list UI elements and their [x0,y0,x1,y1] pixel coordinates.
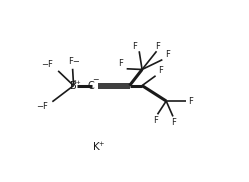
Text: B: B [70,81,77,91]
Text: C: C [87,81,94,91]
Text: F: F [158,66,163,75]
Text: −F: −F [41,60,53,70]
Text: F: F [188,96,193,106]
Text: F: F [154,116,158,125]
Text: F−: F− [68,57,79,66]
Text: F: F [132,41,137,51]
Text: F: F [172,118,176,127]
Text: K: K [93,142,100,152]
Text: F: F [118,59,123,68]
Text: F: F [165,50,170,59]
Text: +: + [98,141,104,147]
Text: −F: −F [36,102,48,111]
Text: −: − [92,75,99,84]
Text: F: F [155,41,160,51]
Text: 3+: 3+ [73,80,81,85]
